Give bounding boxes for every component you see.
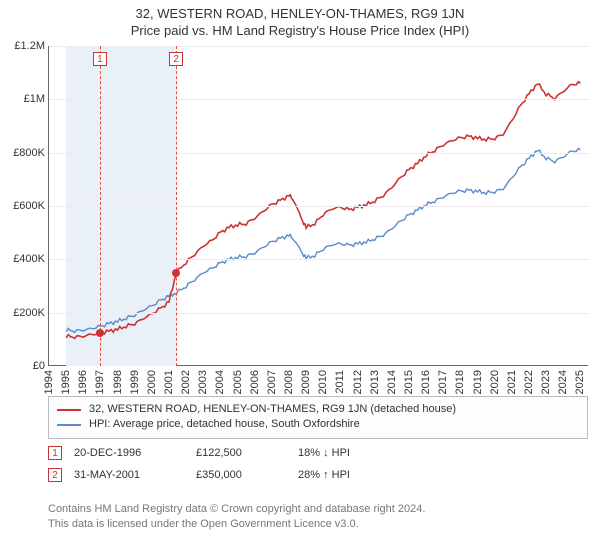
x-axis-label: 2018	[454, 370, 466, 394]
x-axis-label: 1995	[60, 370, 72, 394]
x-axis-label: 2025	[574, 370, 586, 394]
y-axis-label: £800K	[5, 147, 45, 159]
annotation-row-1: 1 20-DEC-1996 £122,500 18% ↓ HPI	[48, 442, 588, 464]
gridline	[49, 206, 589, 207]
x-axis-label: 2000	[146, 370, 158, 394]
x-axis-label: 2010	[317, 370, 329, 394]
gridline	[49, 259, 589, 260]
plot-marker-box: 2	[169, 52, 183, 66]
x-axis-label: 1999	[129, 370, 141, 394]
y-axis-label: £400K	[5, 253, 45, 265]
footer-line-1: Contains HM Land Registry data © Crown c…	[48, 502, 588, 517]
gridline	[49, 153, 589, 154]
y-axis-label: £1.2M	[5, 40, 45, 52]
legend-label-hpi: HPI: Average price, detached house, Sout…	[89, 417, 360, 432]
reference-line	[176, 46, 177, 366]
x-axis-label: 2004	[214, 370, 226, 394]
reference-line	[100, 46, 101, 366]
series-property	[66, 82, 580, 339]
x-axis-label: 2021	[506, 370, 518, 394]
y-axis-label: £200K	[5, 307, 45, 319]
annotation-marker-2: 2	[48, 468, 62, 482]
x-axis-label: 2023	[540, 370, 552, 394]
x-axis-label: 2016	[420, 370, 432, 394]
gridline	[49, 99, 589, 100]
legend-swatch-hpi	[57, 424, 81, 426]
x-axis-label: 2003	[197, 370, 209, 394]
y-axis-label: £600K	[5, 200, 45, 212]
chart-subtitle: Price paid vs. HM Land Registry's House …	[0, 23, 600, 38]
annotation-marker-1: 1	[48, 446, 62, 460]
plot-marker-box: 1	[93, 52, 107, 66]
x-axis-label: 1996	[77, 370, 89, 394]
footer-line-2: This data is licensed under the Open Gov…	[48, 517, 588, 532]
chart-container: 32, WESTERN ROAD, HENLEY-ON-THAMES, RG9 …	[0, 0, 600, 560]
x-axis-label: 2005	[232, 370, 244, 394]
annotation-row-2: 2 31-MAY-2001 £350,000 28% ↑ HPI	[48, 464, 588, 486]
x-axis-label: 2014	[386, 370, 398, 394]
legend-label-property: 32, WESTERN ROAD, HENLEY-ON-THAMES, RG9 …	[89, 402, 456, 417]
plot-region: £0£200K£400K£600K£800K£1M£1.2M1994199519…	[48, 46, 588, 366]
legend-item-property: 32, WESTERN ROAD, HENLEY-ON-THAMES, RG9 …	[57, 402, 579, 417]
x-axis-label: 2009	[300, 370, 312, 394]
annotation-date-2: 31-MAY-2001	[74, 469, 184, 481]
x-axis-label: 2019	[472, 370, 484, 394]
x-axis-label: 2007	[266, 370, 278, 394]
x-axis-label: 1997	[94, 370, 106, 394]
x-axis-label: 2015	[403, 370, 415, 394]
gridline	[49, 313, 589, 314]
x-axis-label: 1994	[43, 370, 55, 394]
data-point-marker	[96, 329, 104, 337]
x-axis-label: 2017	[437, 370, 449, 394]
annotation-table: 1 20-DEC-1996 £122,500 18% ↓ HPI 2 31-MA…	[48, 442, 588, 486]
annotation-date-1: 20-DEC-1996	[74, 447, 184, 459]
y-axis-label: £0	[5, 360, 45, 372]
data-point-marker	[172, 269, 180, 277]
footer: Contains HM Land Registry data © Crown c…	[48, 502, 588, 532]
x-axis-label: 1998	[112, 370, 124, 394]
annotation-price-1: £122,500	[196, 447, 286, 459]
x-axis-label: 2002	[180, 370, 192, 394]
legend-swatch-property	[57, 409, 81, 411]
chart-area: £0£200K£400K£600K£800K£1M£1.2M1994199519…	[48, 46, 588, 384]
annotation-delta-2: 28% ↑ HPI	[298, 469, 408, 481]
x-axis-label: 2022	[523, 370, 535, 394]
annotation-price-2: £350,000	[196, 469, 286, 481]
chart-title: 32, WESTERN ROAD, HENLEY-ON-THAMES, RG9 …	[0, 0, 600, 23]
series-hpi	[66, 148, 580, 332]
x-axis-label: 2011	[334, 370, 346, 394]
annotation-delta-1: 18% ↓ HPI	[298, 447, 408, 459]
x-axis-label: 2013	[369, 370, 381, 394]
x-axis-label: 2020	[489, 370, 501, 394]
y-axis-label: £1M	[5, 93, 45, 105]
legend: 32, WESTERN ROAD, HENLEY-ON-THAMES, RG9 …	[48, 396, 588, 439]
x-axis-label: 2008	[283, 370, 295, 394]
x-axis-label: 2006	[249, 370, 261, 394]
x-axis-label: 2012	[352, 370, 364, 394]
gridline	[49, 46, 589, 47]
legend-item-hpi: HPI: Average price, detached house, Sout…	[57, 417, 579, 432]
x-axis-label: 2001	[163, 370, 175, 394]
x-axis-label: 2024	[557, 370, 569, 394]
